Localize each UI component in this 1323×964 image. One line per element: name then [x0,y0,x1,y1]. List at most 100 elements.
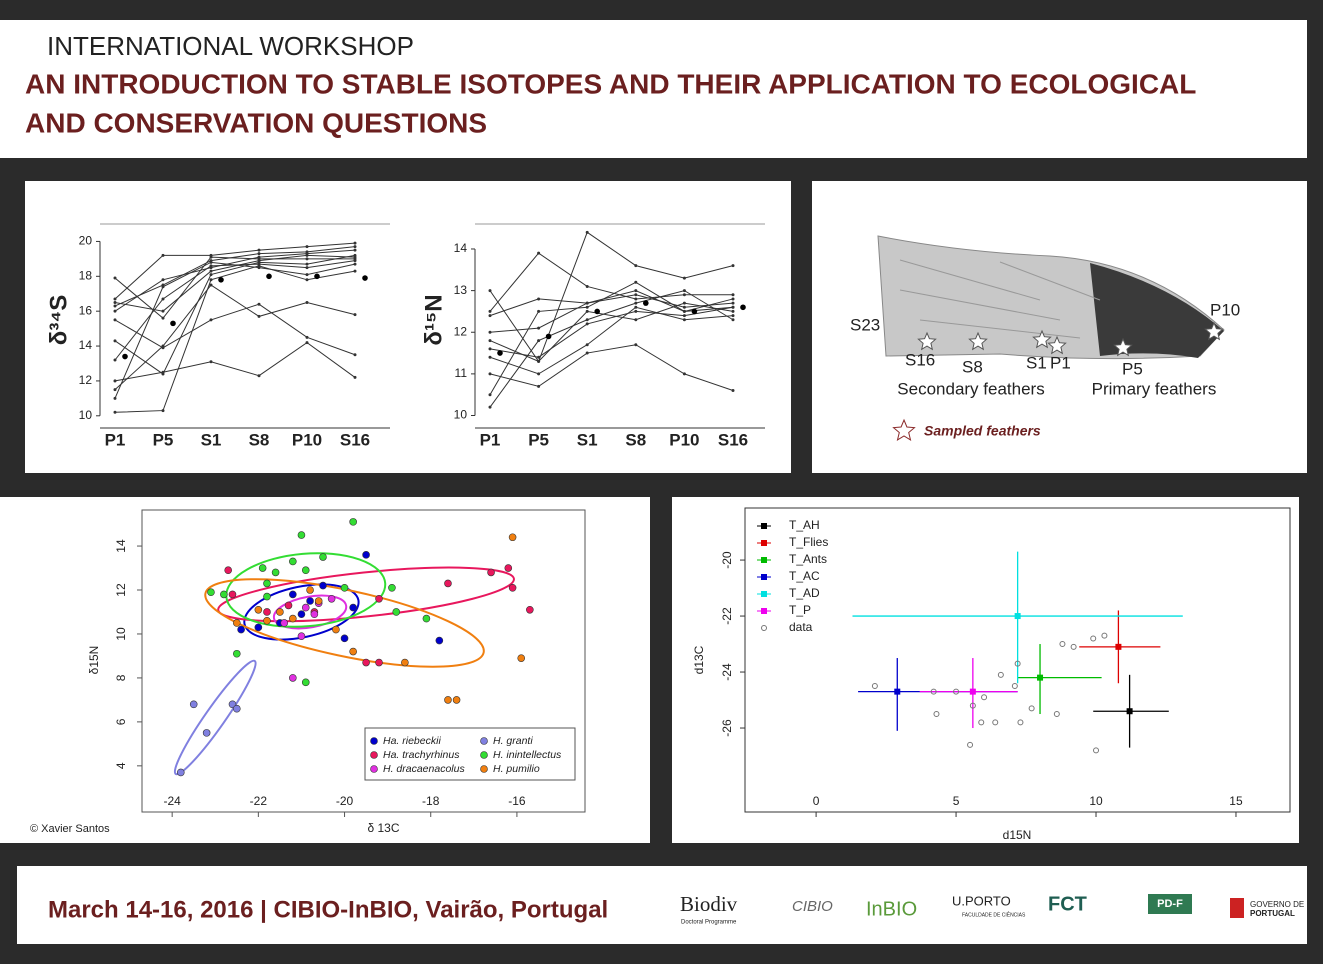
point [301,603,310,612]
point [634,264,638,268]
star [1032,329,1052,349]
point [332,625,340,634]
legend-label: T_Flies [789,535,828,549]
x-tick-label: S16 [340,430,370,449]
legend-swatch [370,751,378,759]
point [488,289,492,293]
point [257,264,261,268]
mean-point [643,300,649,306]
line [489,290,734,408]
point [634,289,638,293]
wing-label: S1 [1026,353,1047,372]
primaries [1090,263,1224,358]
legend-swatch [370,765,378,773]
mean-point [314,273,320,280]
y-tick-label: 14 [114,539,128,553]
point [257,314,261,318]
point [537,326,541,330]
legend-label: T_AC [789,569,820,583]
point [161,297,165,301]
line [114,256,355,319]
point [634,280,638,284]
point [176,768,185,777]
point [113,358,117,362]
point [634,301,638,305]
x-tick-label: P5 [528,430,549,449]
point [537,384,541,388]
point [585,343,589,347]
point [634,318,638,322]
point [161,370,165,374]
wing-label: P10 [1210,300,1240,319]
point [388,584,396,592]
data-point [1101,632,1108,639]
logo: CIBIO [792,898,833,915]
point [305,266,309,270]
wing-group: Primary feathers [1092,379,1217,398]
point [319,581,327,590]
data-point [997,671,1004,678]
point [289,557,297,566]
logo: InBIO [866,898,917,920]
point [349,603,357,612]
point [362,658,370,667]
point [444,696,452,704]
data-point [1017,719,1024,726]
point [488,330,492,334]
point [161,253,165,257]
point [254,605,263,614]
mean-point [266,273,272,280]
point [271,568,280,577]
point [161,278,165,282]
point [257,374,261,378]
star [968,331,988,351]
kicker: INTERNATIONAL WORKSHOP [47,31,414,61]
x-axis-label: d15N [1003,828,1032,842]
point [257,252,261,256]
point [113,396,117,400]
x-tick-label: 0 [813,794,820,808]
point [305,278,309,282]
point [257,302,261,306]
y-tick-label: -22 [720,607,734,625]
data-point [871,683,878,690]
point [353,245,357,249]
data-point [953,688,960,695]
line [114,254,356,375]
point [526,605,534,614]
point [1014,613,1021,620]
y-tick-label: 10 [454,408,468,422]
logo: Biodiv [680,892,738,916]
point [305,262,309,266]
point [731,389,735,393]
y-tick-label: 20 [79,234,93,248]
y-tick-label: 10 [114,627,128,641]
legend-label: H. dracaenacolus [383,763,465,775]
line [489,290,734,333]
wing-group: Secondary feathers [897,379,1044,398]
point [488,372,492,376]
point [517,654,526,662]
line [489,306,734,358]
star [1113,337,1133,357]
x-tick-label: -16 [508,794,526,808]
point [1115,643,1122,650]
logo: PD-F [1157,898,1183,910]
legend-swatch [480,737,488,745]
ellipse [272,594,348,630]
wing-label: S16 [905,350,935,369]
data-point [1090,635,1097,642]
point [508,584,517,592]
point [305,341,309,345]
point [284,601,293,610]
point [634,305,638,309]
point [209,283,213,287]
point [209,264,213,268]
point [488,355,492,359]
point [113,339,117,343]
y-tick-label: 8 [114,674,128,681]
point [161,309,165,313]
point [1126,708,1133,715]
data-point [967,741,974,748]
ellipse [173,659,257,776]
